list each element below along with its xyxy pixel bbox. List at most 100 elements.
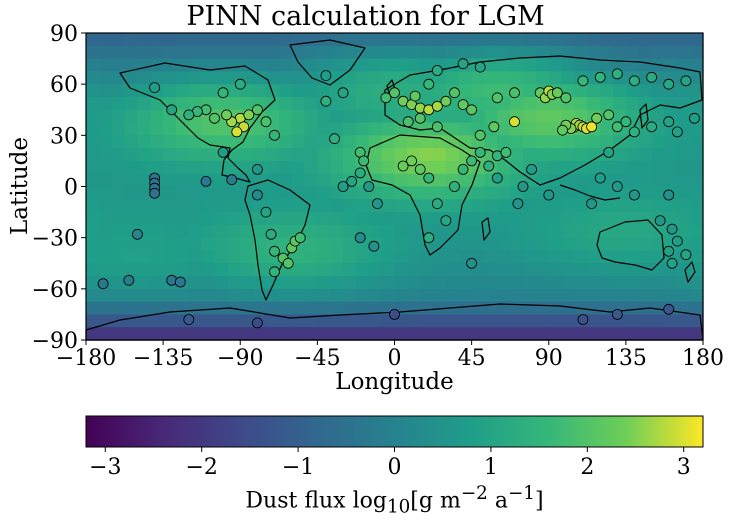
field-cell [124, 250, 139, 264]
field-cell [240, 45, 254, 60]
field-cell [613, 84, 627, 98]
field-cell [535, 327, 550, 341]
field-cell [175, 148, 190, 162]
field-cell [86, 212, 100, 226]
observation-point [337, 87, 349, 99]
field-cell [561, 45, 576, 60]
field-cell [240, 301, 254, 316]
field-cell [163, 58, 177, 72]
field-cell [188, 45, 203, 60]
field-cell [433, 314, 447, 328]
observation-point [474, 129, 486, 141]
observation-point [371, 198, 383, 210]
field-cell [111, 212, 126, 226]
observation-point [483, 160, 495, 172]
field-cell [214, 135, 228, 149]
field-cell [548, 109, 563, 124]
field-cell [420, 186, 434, 200]
field-cell [201, 199, 216, 213]
field-cell [98, 33, 113, 47]
field-cell [587, 224, 601, 239]
observation-point [251, 189, 263, 201]
field-cell [227, 33, 241, 47]
field-cell [484, 186, 498, 200]
field-cell [600, 314, 614, 328]
field-cell [355, 314, 370, 328]
field-cell [124, 327, 139, 341]
field-cell [458, 212, 473, 226]
field-cell [124, 96, 139, 111]
field-cell [407, 263, 421, 277]
field-cell [240, 327, 254, 341]
observation-point [629, 189, 640, 201]
field-cell [548, 199, 563, 213]
observation-point [251, 163, 263, 175]
field-cell [445, 199, 460, 213]
field-cell [484, 33, 498, 47]
field-cell [86, 314, 100, 328]
field-cell [458, 314, 473, 328]
field-cell [535, 288, 550, 303]
field-cell [227, 186, 241, 200]
field-cell [175, 224, 190, 239]
field-cell [587, 276, 601, 290]
field-cell [368, 58, 383, 72]
field-cell [407, 314, 421, 328]
field-cell [368, 276, 383, 290]
field-cell [548, 212, 563, 226]
field-cell [355, 96, 370, 111]
field-cell [201, 84, 216, 98]
field-cell [510, 212, 524, 226]
observation-point [431, 100, 443, 112]
field-cell [381, 71, 396, 85]
field-cell [484, 327, 498, 341]
field-cell [510, 237, 524, 252]
field-cell [381, 237, 396, 252]
field-cell [227, 224, 241, 239]
observation-point [457, 58, 469, 70]
field-cell [330, 301, 344, 316]
field-cell [510, 263, 524, 277]
field-cell [523, 84, 537, 98]
field-cell [445, 276, 460, 290]
observation-point [611, 121, 623, 133]
field-cell [510, 160, 524, 175]
field-cell [484, 109, 498, 124]
field-cell [600, 327, 614, 341]
field-cell [613, 45, 627, 60]
field-cell [317, 135, 331, 149]
field-cell [368, 160, 383, 175]
field-cell [265, 186, 280, 200]
field-cell [535, 122, 550, 136]
y-tick-label: 90 [50, 22, 78, 47]
field-cell [317, 263, 331, 277]
field-cell [175, 237, 190, 252]
field-cell [497, 109, 511, 124]
field-cell [175, 96, 190, 111]
field-cell [278, 122, 293, 136]
field-cell [368, 263, 383, 277]
field-cell [304, 301, 318, 316]
field-cell [150, 160, 164, 175]
field-cell [561, 263, 576, 277]
field-cell [651, 237, 666, 252]
field-cell [111, 96, 126, 111]
observation-point [457, 163, 469, 175]
field-cell [355, 263, 370, 277]
field-cell [613, 96, 627, 111]
field-cell [188, 122, 203, 136]
field-cell [497, 33, 511, 47]
field-cell [317, 250, 331, 264]
field-cell [625, 199, 640, 213]
field-cell [625, 212, 640, 226]
field-cell [86, 135, 100, 149]
observation-point [423, 232, 435, 244]
field-cell [523, 276, 537, 290]
field-cell [111, 135, 126, 149]
field-cell [98, 109, 113, 124]
field-cell [86, 327, 100, 341]
field-cell [368, 71, 383, 85]
field-cell [201, 212, 216, 226]
field-cell [163, 84, 177, 98]
field-cell [420, 250, 434, 264]
